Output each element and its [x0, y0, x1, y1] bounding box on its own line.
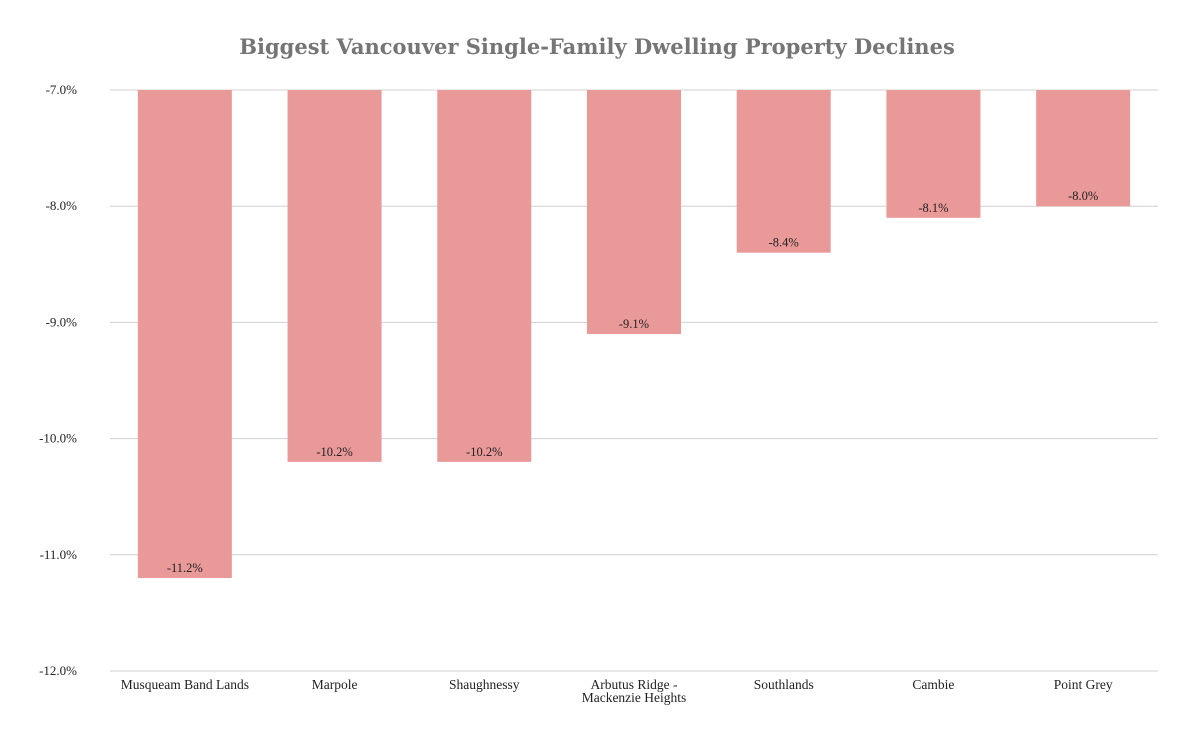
category-label: Shaughnessy [449, 677, 520, 692]
category-label-line: Marpole [312, 677, 358, 692]
category-label: Southlands [754, 677, 814, 692]
bar [1036, 90, 1131, 207]
y-tick-label: -8.0% [46, 198, 78, 213]
category-label: Point Grey [1054, 677, 1113, 692]
category-label: Musqueam Band Lands [121, 677, 249, 692]
data-label: -11.2% [167, 561, 203, 575]
category-label-line: Musqueam Band Lands [121, 677, 249, 692]
category-label-line: Shaughnessy [449, 677, 520, 692]
x-axis-category-labels: Musqueam Band Lands Marpole Shaughnessy Arb… [121, 677, 1113, 705]
category-label: Arbutus Ridge -Mackenzie Heights [582, 677, 687, 705]
bar [137, 90, 232, 579]
bars [137, 90, 1131, 579]
category-label-line: Southlands [754, 677, 814, 692]
y-tick-label: -11.0% [40, 547, 78, 562]
chart-title: Biggest Vancouver Single-Family Dwelling… [239, 34, 955, 59]
data-label: -10.2% [316, 445, 352, 459]
y-tick-label: -10.0% [39, 431, 77, 446]
category-label-line: Mackenzie Heights [582, 690, 687, 705]
category-label-line: Point Grey [1054, 677, 1113, 692]
category-label-line: Cambie [912, 677, 954, 692]
category-label-line: Arbutus Ridge - [591, 677, 678, 692]
data-labels: -11.2% -10.2% -10.2% -9.1% -8.4% -8.1% -8.0% [167, 189, 1098, 575]
data-label: -8.1% [918, 201, 948, 215]
data-label: -9.1% [619, 317, 649, 331]
category-label: Marpole [312, 677, 358, 692]
y-axis-tick-labels: -7.0% -8.0% -9.0% -10.0% -11.0% -12.0% [39, 82, 77, 678]
bar [886, 90, 981, 218]
data-label: -10.2% [466, 445, 502, 459]
data-label: -8.4% [769, 236, 799, 250]
bar [736, 90, 831, 253]
category-label: Cambie [912, 677, 954, 692]
y-tick-label: -12.0% [39, 663, 77, 678]
bar [587, 90, 681, 335]
data-label: -8.0% [1068, 189, 1098, 203]
y-tick-label: -7.0% [46, 82, 78, 97]
y-tick-label: -9.0% [46, 314, 78, 329]
bar [287, 90, 382, 462]
bar [437, 90, 532, 462]
